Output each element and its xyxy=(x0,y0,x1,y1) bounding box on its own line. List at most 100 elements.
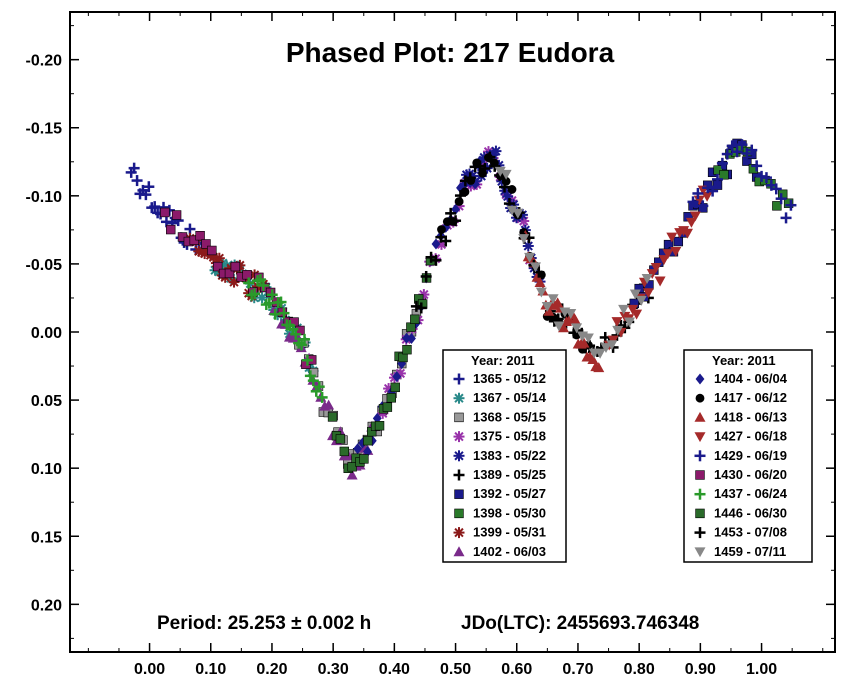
data-point xyxy=(374,421,385,431)
data-point xyxy=(623,317,635,328)
data-point xyxy=(335,434,346,444)
data-point xyxy=(278,307,290,319)
data-point xyxy=(547,294,559,305)
data-point xyxy=(543,305,555,316)
data-point xyxy=(230,261,241,272)
data-point xyxy=(785,199,797,211)
data-point xyxy=(587,354,599,364)
data-point xyxy=(454,197,464,206)
legend-label: 1430 - 06/20 xyxy=(714,467,787,482)
data-point xyxy=(353,443,363,455)
data-point xyxy=(406,322,416,332)
data-point xyxy=(372,412,382,424)
data-point xyxy=(582,333,594,344)
data-point xyxy=(313,381,325,393)
data-point xyxy=(359,454,369,464)
x-tick-label: 0.40 xyxy=(379,661,410,678)
data-point xyxy=(445,207,457,219)
data-point xyxy=(128,162,140,174)
data-point xyxy=(410,314,420,324)
legend-label: 1368 - 05/15 xyxy=(473,409,546,424)
y-tick-label: 0.15 xyxy=(31,529,62,546)
data-point xyxy=(224,268,235,279)
data-point xyxy=(641,274,653,284)
data-point xyxy=(265,287,276,298)
data-point xyxy=(143,181,155,193)
data-point xyxy=(770,183,782,195)
x-tick-label: 0.30 xyxy=(318,661,349,678)
data-point xyxy=(736,139,748,151)
y-tick-label: 0.20 xyxy=(31,597,62,614)
legend-label: 1402 - 06/03 xyxy=(473,544,546,559)
data-point xyxy=(390,382,400,393)
data-point xyxy=(499,181,511,193)
x-tick-label: 1.00 xyxy=(746,661,777,678)
data-point xyxy=(437,225,446,234)
legend-label: 1417 - 06/12 xyxy=(714,390,787,405)
data-point xyxy=(213,261,223,272)
data-point xyxy=(386,393,396,403)
data-point xyxy=(662,249,674,260)
data-point xyxy=(629,289,641,300)
legend-marker xyxy=(453,392,465,404)
data-point xyxy=(460,187,470,197)
y-tick-label: -0.15 xyxy=(26,121,63,138)
data-point xyxy=(382,402,393,412)
data-point xyxy=(593,362,605,373)
data-point xyxy=(268,305,280,315)
legend-marker xyxy=(453,469,465,481)
legend-marker xyxy=(694,547,706,558)
data-point xyxy=(600,343,612,354)
legend-marker xyxy=(453,431,465,443)
legend-label: 1453 - 07/08 xyxy=(714,525,787,540)
legend-label: 1459 - 07/11 xyxy=(714,544,786,559)
data-point xyxy=(248,287,258,297)
data-point xyxy=(635,295,647,306)
data-point xyxy=(701,191,713,202)
data-point xyxy=(484,151,496,163)
data-point xyxy=(299,333,311,345)
data-point xyxy=(670,246,682,257)
data-point xyxy=(420,270,432,282)
data-point xyxy=(171,210,182,220)
legend-label: 1446 - 06/30 xyxy=(714,505,787,520)
data-point xyxy=(494,166,506,177)
y-tick-label: -0.10 xyxy=(26,189,63,206)
data-point xyxy=(533,266,545,278)
legend-label: 1367 - 05/14 xyxy=(473,390,547,405)
data-point xyxy=(534,277,546,287)
data-point xyxy=(682,228,694,239)
legend-label: 1404 - 06/04 xyxy=(714,371,788,386)
data-point xyxy=(166,224,176,235)
data-point xyxy=(751,160,763,172)
data-point xyxy=(201,239,211,249)
legend-marker xyxy=(694,527,706,539)
legend-label: 1383 - 05/22 xyxy=(473,448,546,463)
legend-marker xyxy=(454,508,464,519)
data-point xyxy=(685,217,697,228)
data-point xyxy=(666,232,678,243)
data-point xyxy=(541,301,553,312)
data-point xyxy=(772,201,782,211)
data-point xyxy=(140,189,152,201)
legend-marker xyxy=(453,450,465,462)
data-point xyxy=(479,162,491,174)
legend-right: Year: 2011 1404 - 06/04 1417 - 06/12 1418 -… xyxy=(683,349,813,563)
data-point xyxy=(392,371,402,383)
data-point xyxy=(663,239,674,250)
data-point xyxy=(606,340,618,351)
data-point xyxy=(512,208,524,219)
legend-marker xyxy=(694,488,706,500)
data-point xyxy=(654,276,666,287)
legend-left: Year: 2011 1365 - 05/12 1367 - 05/14 1368 -… xyxy=(442,349,567,563)
y-tick-label: 0.05 xyxy=(31,393,62,410)
data-point xyxy=(301,354,313,366)
data-point xyxy=(456,182,465,194)
data-point xyxy=(450,215,462,227)
data-point xyxy=(228,276,240,288)
data-point xyxy=(451,203,460,215)
data-point xyxy=(650,262,662,273)
legend-label: 1427 - 06/18 xyxy=(714,429,787,444)
